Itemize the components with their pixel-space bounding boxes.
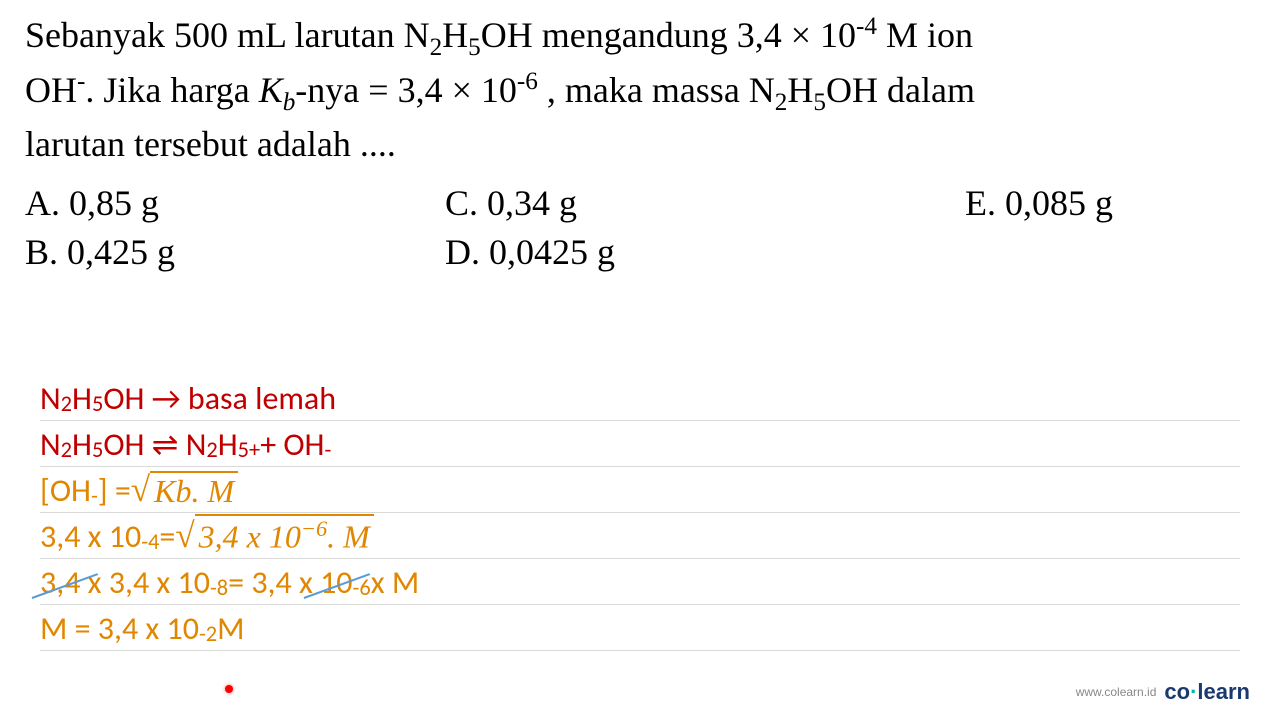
footer: www.colearn.id co·learn [1076,679,1250,705]
option-b: B. 0,425 g [25,228,445,277]
superscript: -6 [517,68,538,95]
options-col-1: A. 0,85 g B. 0,425 g [25,179,445,276]
question-line-3: larutan tersebut adalah .... [25,120,1255,169]
text: H [787,70,813,110]
work-line-6: M = 3,4 x 10-2 M [40,605,1240,651]
work-line-2: N2H5OH ⇌ N2H5+ + OH- [40,421,1240,467]
question-block: Sebanyak 500 mL larutan N2H5OH mengandun… [0,0,1280,174]
question-line-2: OH-. Jika harga Kb-nya = 3,4 × 10-6 , ma… [25,65,1255,120]
text: x M [371,563,419,602]
superscript: - [324,437,331,464]
text: , maka massa N [538,70,775,110]
sqrt-icon: √ [175,516,194,556]
text: 3,4 x 10 [40,517,141,556]
text: = [159,517,175,556]
options-col-2: C. 0,34 g D. 0,0425 g [445,179,965,276]
option-d: D. 0,0425 g [445,228,965,277]
work-line-3: [OH-] = √Kb. M [40,467,1240,513]
option-e: E. 0,085 g [965,179,1255,228]
kb-sub: b [283,89,296,116]
solution-area: N2H5OH → basa lemah N2H5OH ⇌ N2H5+ + OH-… [0,375,1280,651]
subscript: 5 [468,34,481,61]
text: Sebanyak 500 mL larutan N [25,15,430,55]
subscript: 2 [61,391,72,418]
kb-symbol: K [259,70,283,110]
text: = 3,4 x 10 [228,563,352,602]
text: H [218,425,238,464]
text: 3,4 x 3,4 x 10 [40,563,210,602]
subscript: 2 [61,437,72,464]
subscript: 2 [206,437,217,464]
option-c: C. 0,34 g [445,179,965,228]
superscript: + [249,437,260,464]
text: OH [25,70,77,110]
cursor-dot-icon [225,685,233,693]
sqrt-body: 3,4 x 10−6. M [195,514,374,556]
options-col-3: E. 0,085 g [965,179,1255,276]
text: OH ⇌ N [103,425,206,464]
text: H [72,425,92,464]
superscript: -8 [210,575,228,602]
work-line-5: 3,4 x 3,4 x 10-8 = 3,4 x 10-6 x M [40,559,1240,605]
sqrt-body: Kb. M [150,471,238,510]
footer-logo: co·learn [1164,679,1250,705]
subscript: 5 [92,391,103,418]
sqrt-expression: √Kb. M [131,470,238,510]
subscript: 2 [775,89,788,116]
work-line-1: N2H5OH → basa lemah [40,375,1240,421]
text: + OH [260,425,324,464]
subscript: 5 [238,437,249,464]
text: H [442,15,468,55]
options-block: A. 0,85 g B. 0,425 g C. 0,34 g D. 0,0425… [0,174,1280,281]
text: OH mengandung 3,4 × 10 [481,15,856,55]
text: ] = [98,471,131,510]
text: [OH [40,471,91,510]
text: N [40,379,61,418]
superscript: -4 [856,13,877,40]
footer-url: www.colearn.id [1076,685,1157,699]
text: M = 3,4 x 10 [40,609,199,648]
question-line-1: Sebanyak 500 mL larutan N2H5OH mengandun… [25,10,1255,65]
text: OH → basa lemah [103,379,336,418]
text: -nya = 3,4 × 10 [295,70,517,110]
superscript: -4 [141,529,159,556]
sqrt-icon: √ [131,470,150,510]
sqrt-expression: √3,4 x 10−6. M [175,514,373,556]
text: OH dalam [826,70,975,110]
work-line-4: 3,4 x 10-4 = √3,4 x 10−6. M [40,513,1240,559]
text: . Jika harga [85,70,258,110]
subscript: 5 [92,437,103,464]
text: H [72,379,92,418]
text: M ion [877,15,973,55]
text: N [40,425,61,464]
subscript: 5 [813,89,826,116]
text: M [217,609,244,648]
superscript: - [91,483,98,510]
superscript: -2 [199,621,217,648]
option-a: A. 0,85 g [25,179,445,228]
subscript: 2 [430,34,443,61]
